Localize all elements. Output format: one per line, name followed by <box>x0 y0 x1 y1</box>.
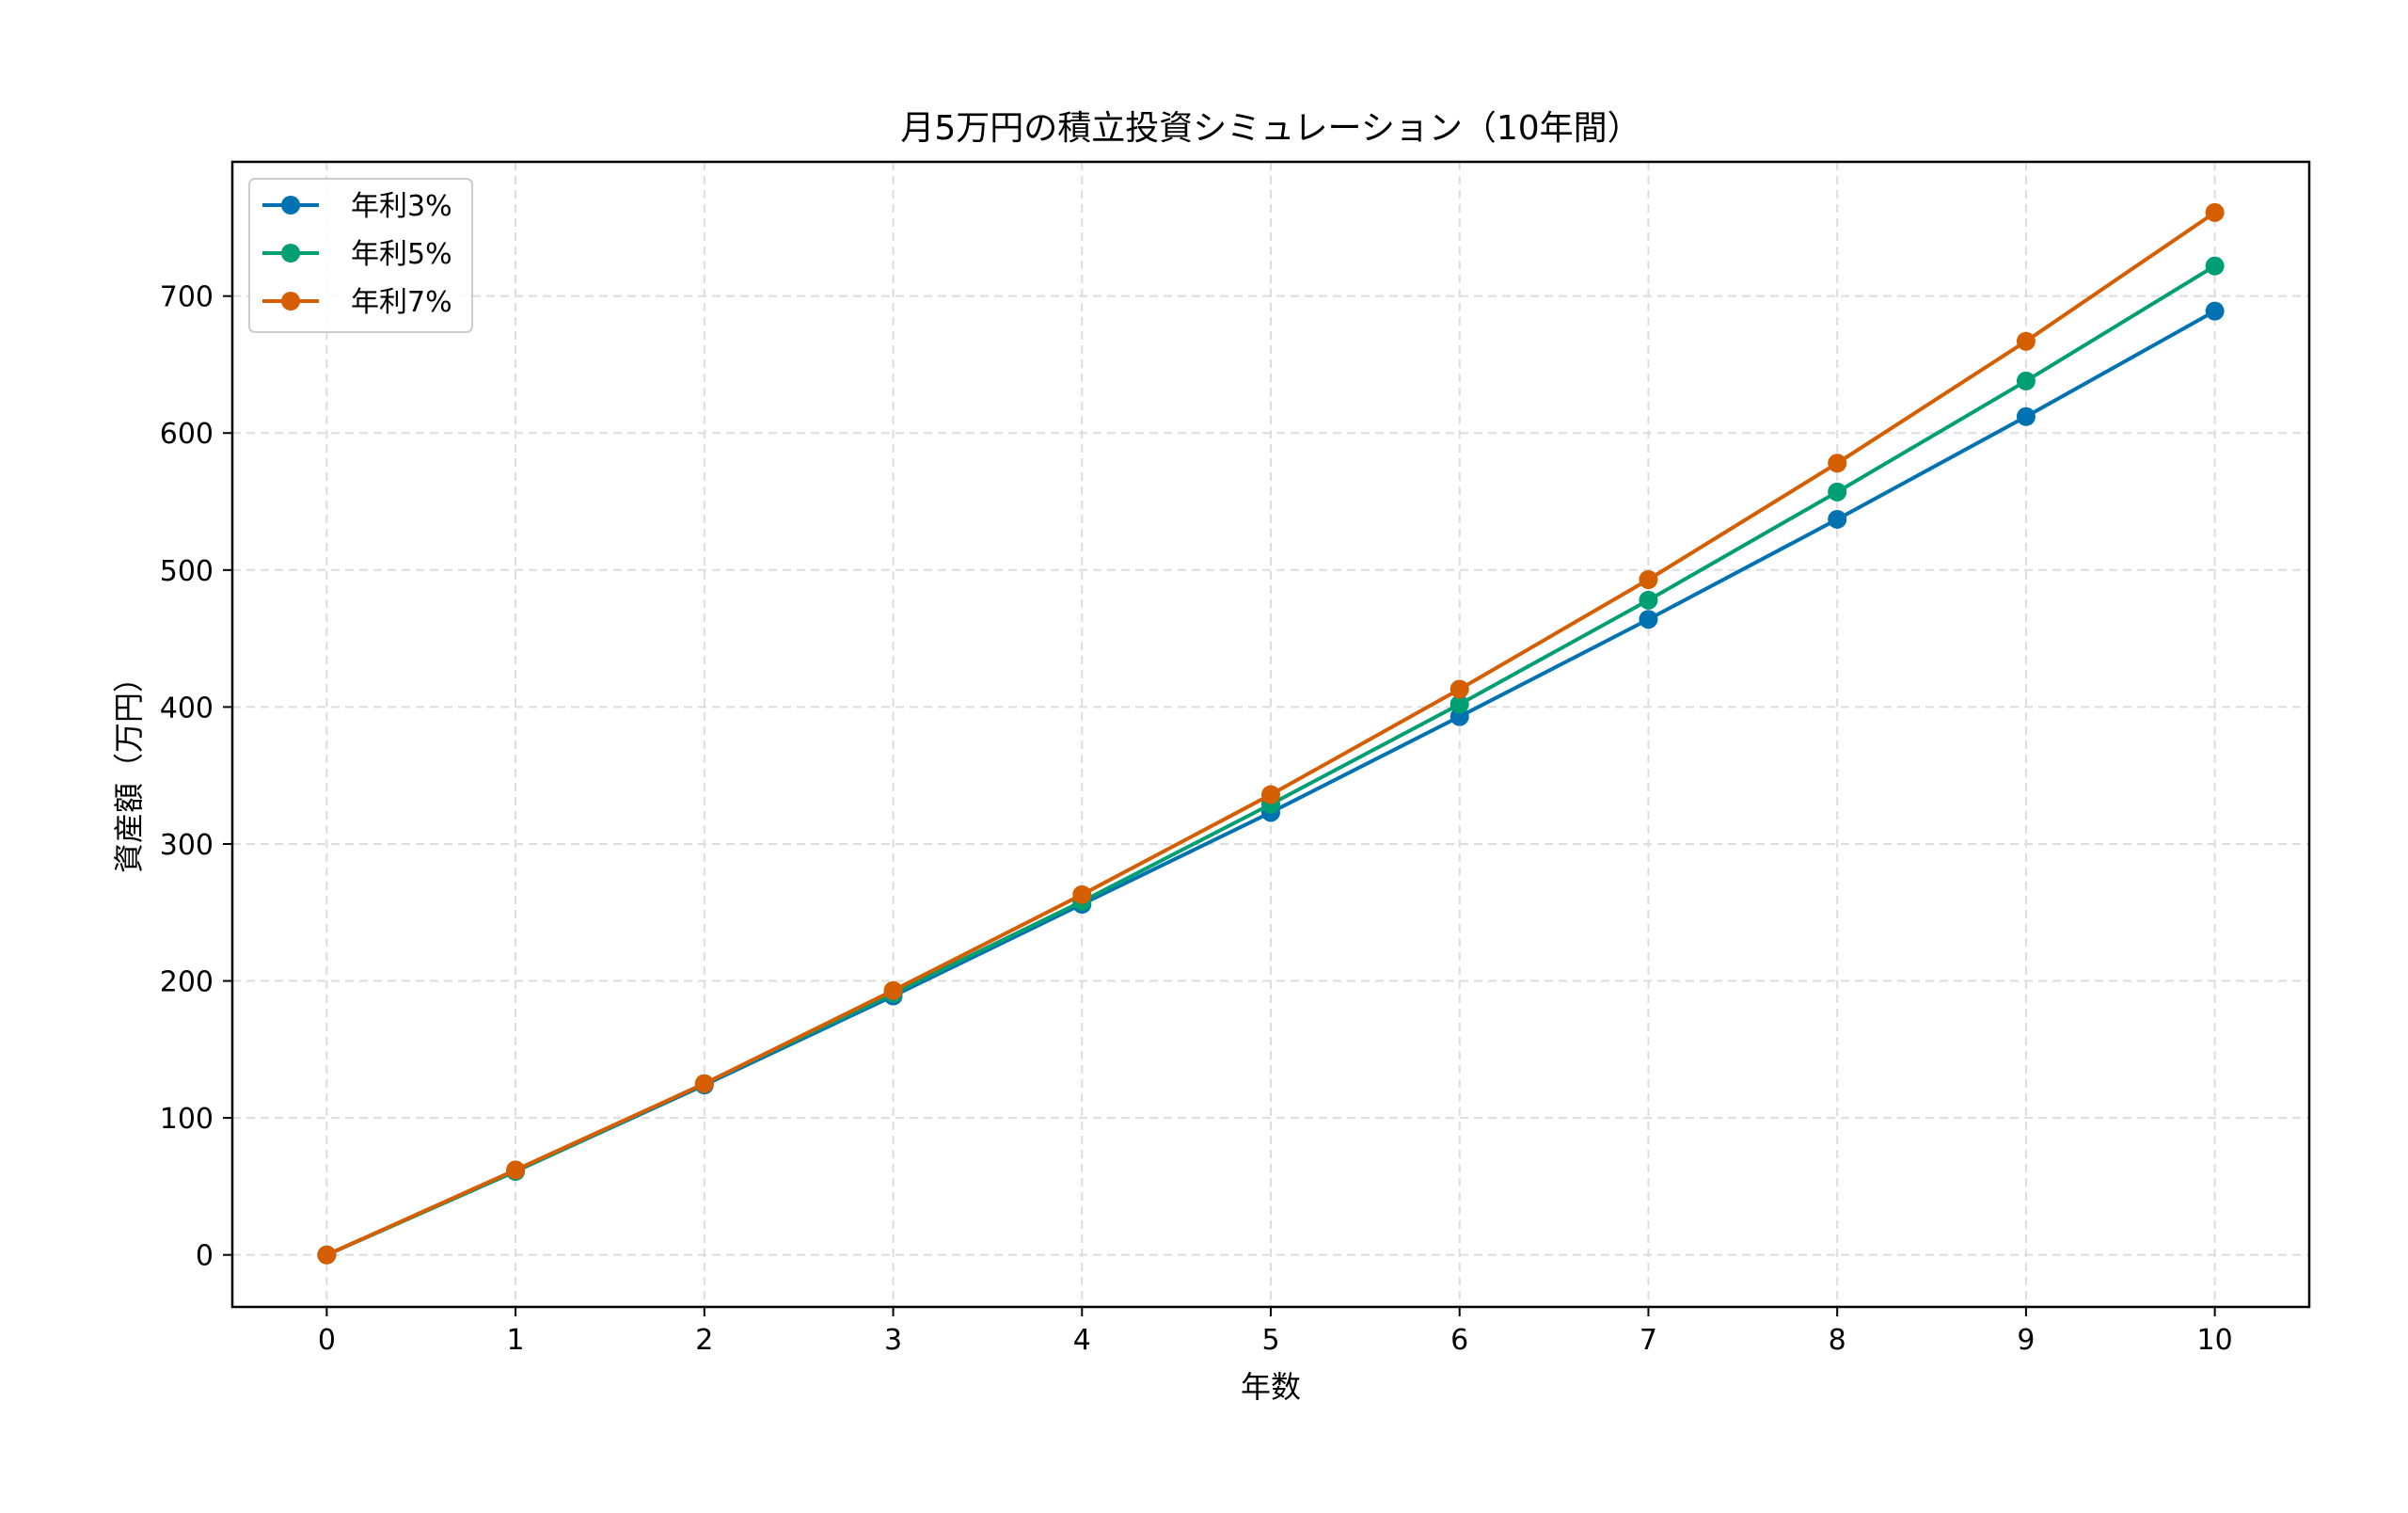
data-point <box>1639 610 1658 629</box>
y-axis-label: 資産額（万円） <box>111 662 147 873</box>
data-point <box>694 1074 714 1093</box>
y-tick-label: 200 <box>160 966 214 999</box>
data-point <box>1828 482 1847 502</box>
x-tick-label: 4 <box>1073 1324 1091 1357</box>
series-3 <box>317 202 2225 1265</box>
data-point <box>2016 371 2036 390</box>
y-tick-label: 0 <box>196 1240 214 1273</box>
y-axis-ticks: 0 100 200 300 400 500 600 700 <box>160 281 232 1273</box>
series-layer <box>317 202 2225 1265</box>
data-point <box>2016 331 2036 351</box>
x-tick-label: 7 <box>1640 1324 1657 1357</box>
data-point <box>1828 509 1847 529</box>
y-tick-label: 300 <box>160 829 214 862</box>
grid <box>232 162 2309 1307</box>
data-point <box>1261 785 1280 804</box>
legend-item: 年利3% <box>262 190 452 223</box>
legend-label: 年利5% <box>351 238 452 271</box>
legend: 年利3% 年利5% 年利7% <box>248 178 473 333</box>
data-point <box>1639 590 1658 610</box>
legend-box <box>248 178 473 333</box>
x-tick-label: 3 <box>884 1324 902 1357</box>
x-tick-label: 9 <box>2017 1324 2035 1357</box>
legend-label: 年利3% <box>351 190 452 223</box>
x-tick-label: 5 <box>1261 1324 1279 1357</box>
x-tick-label: 10 <box>2197 1324 2233 1357</box>
chart-title: 月5万円の積立投資シミュレーション（10年間） <box>900 109 1640 148</box>
y-tick-label: 500 <box>160 555 214 588</box>
legend-marker <box>281 292 300 311</box>
y-tick-label: 100 <box>160 1103 214 1136</box>
legend-marker <box>281 244 300 263</box>
data-point <box>506 1160 526 1180</box>
legend-item: 年利7% <box>262 286 452 319</box>
data-point <box>2205 301 2225 321</box>
x-tick-label: 1 <box>507 1324 525 1357</box>
legend-marker <box>281 196 300 215</box>
x-axis-label: 年数 <box>1241 1369 1301 1405</box>
legend-item: 年利5% <box>262 238 452 271</box>
x-tick-label: 0 <box>318 1324 336 1357</box>
data-point <box>1828 454 1847 473</box>
x-tick-label: 6 <box>1450 1324 1468 1357</box>
data-point <box>1450 679 1469 699</box>
data-point <box>1450 694 1469 714</box>
data-point <box>883 980 903 1000</box>
x-axis-ticks: 0 1 2 3 4 5 6 7 8 9 10 <box>318 1307 2233 1357</box>
data-point <box>2205 202 2225 222</box>
legend-label: 年利7% <box>351 286 452 319</box>
x-tick-label: 8 <box>1829 1324 1846 1357</box>
data-point <box>2016 406 2036 426</box>
y-tick-label: 600 <box>160 418 214 451</box>
x-tick-label: 2 <box>695 1324 713 1357</box>
y-tick-label: 700 <box>160 281 214 314</box>
data-point <box>1639 570 1658 590</box>
data-point <box>317 1245 337 1265</box>
y-tick-label: 400 <box>160 692 214 725</box>
data-point <box>1072 884 1092 904</box>
data-point <box>2205 256 2225 276</box>
